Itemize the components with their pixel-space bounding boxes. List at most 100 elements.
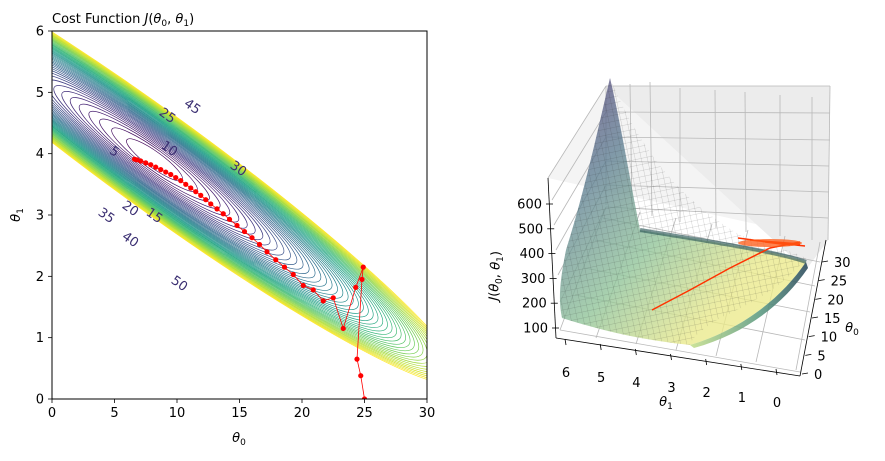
descent-point [188, 185, 194, 191]
descent-point [148, 162, 154, 168]
cost-surface [559, 78, 808, 348]
descent-point [330, 295, 336, 301]
descent-point [320, 298, 326, 304]
contour-line [52, 31, 349, 303]
x-tick-label: 10 [169, 406, 186, 421]
descent-point [273, 257, 279, 263]
theta1-axis: 6 5 4 3 2 1 0 θ1 [555, 337, 801, 412]
contour-line [52, 41, 316, 279]
descent-point [131, 156, 138, 162]
y-tick-label: 4 [36, 147, 44, 162]
contour-line [52, 31, 424, 358]
theta1-tick-label: 5 [597, 371, 605, 386]
descent-point [163, 169, 169, 175]
theta0-tick [811, 316, 819, 319]
descent-point [234, 222, 240, 229]
x-tick-label: 15 [231, 406, 248, 421]
theta1-tick [740, 363, 743, 371]
descent-point [358, 373, 364, 379]
x-tick-label: 20 [294, 406, 311, 421]
theta1-tick [775, 368, 778, 376]
theta0-tick [818, 279, 825, 282]
descent-point [168, 171, 174, 178]
z-tick-label: 500 [518, 222, 543, 237]
contour-line [88, 110, 221, 209]
contour-line [52, 31, 369, 318]
contour-label: 35 [95, 205, 117, 227]
x-tick-label: 0 [48, 406, 56, 421]
contour-line [52, 31, 388, 332]
contour-line [52, 50, 304, 270]
contour-line [52, 31, 427, 370]
z-tick-label: 600 [517, 198, 542, 213]
theta1-axis-label: θ1 [659, 395, 673, 412]
contour-line [52, 31, 427, 361]
contour-line [52, 31, 344, 299]
descent-point [198, 192, 204, 198]
contour-line [52, 31, 427, 382]
descent-point [178, 178, 184, 184]
theta0-tick-label: 5 [817, 349, 825, 364]
contour-line [52, 31, 407, 345]
descent-point [220, 211, 226, 217]
theta1-tick-label: 0 [773, 396, 781, 411]
y-axis-label: θ1 [9, 208, 26, 222]
theta1-tick-label: 2 [703, 386, 711, 401]
descent-point [360, 264, 366, 270]
contour-lines [52, 31, 427, 385]
contour-line [52, 31, 402, 342]
theta1-tick [599, 343, 602, 351]
descent-point [310, 287, 316, 293]
contour-line [52, 31, 384, 328]
theta1-tick [634, 348, 637, 356]
theta0-tick-label: 30 [834, 256, 851, 271]
y-tick-label: 1 [36, 331, 44, 346]
contour-line [52, 79, 264, 240]
contour-line [69, 97, 240, 223]
descent-point [214, 206, 220, 212]
theta1-tick-label: 6 [562, 366, 570, 381]
z-tick-label: 300 [521, 272, 546, 287]
theta1-tick-label: 3 [667, 381, 675, 396]
contour-title: Cost Function J(θ0, θ1) [52, 12, 194, 29]
theta0-tick [801, 372, 809, 375]
descent-point [249, 235, 255, 241]
contour-line [52, 74, 271, 246]
contour-line [52, 31, 427, 376]
x-tick-label: 30 [419, 406, 436, 421]
descent-point [353, 284, 359, 290]
descent-point [143, 160, 149, 166]
contour-line [52, 31, 427, 364]
z-tick-label: 400 [520, 247, 545, 262]
contour-line [52, 31, 427, 385]
theta0-tick [805, 353, 812, 356]
theta1-tick-label: 4 [632, 376, 640, 391]
y-tick-label: 6 [36, 25, 44, 40]
contour-label: 45 [181, 96, 203, 118]
theta1-tick [670, 353, 672, 361]
theta0-tick-label: 10 [821, 331, 838, 346]
theta0-tick [808, 335, 815, 338]
x-axis-label: θ0 [232, 431, 246, 448]
contour-line [52, 45, 310, 274]
theta1-tick [705, 358, 708, 366]
contour-line [78, 103, 231, 216]
contour-line [52, 31, 411, 348]
x-tick-label: 25 [356, 406, 373, 421]
z-tick-label: 200 [522, 297, 547, 312]
descent-point [264, 249, 270, 255]
descent-point [340, 325, 346, 332]
descent-point [203, 197, 209, 203]
contour-line [52, 31, 364, 314]
theta1-tick [564, 338, 567, 346]
z-ticks: 100 200 300 400 500 600 [517, 198, 559, 337]
descent-path [131, 156, 368, 399]
y-tick-label: 0 [36, 393, 44, 408]
contour-line [52, 31, 359, 311]
theta1-ticks: 6 5 4 3 2 1 0 [562, 338, 781, 411]
theta0-tick [815, 297, 822, 300]
contour-line [52, 54, 298, 265]
theta0-tick-label: 20 [827, 293, 844, 308]
descent-point [290, 271, 296, 278]
contour-line [52, 31, 427, 379]
